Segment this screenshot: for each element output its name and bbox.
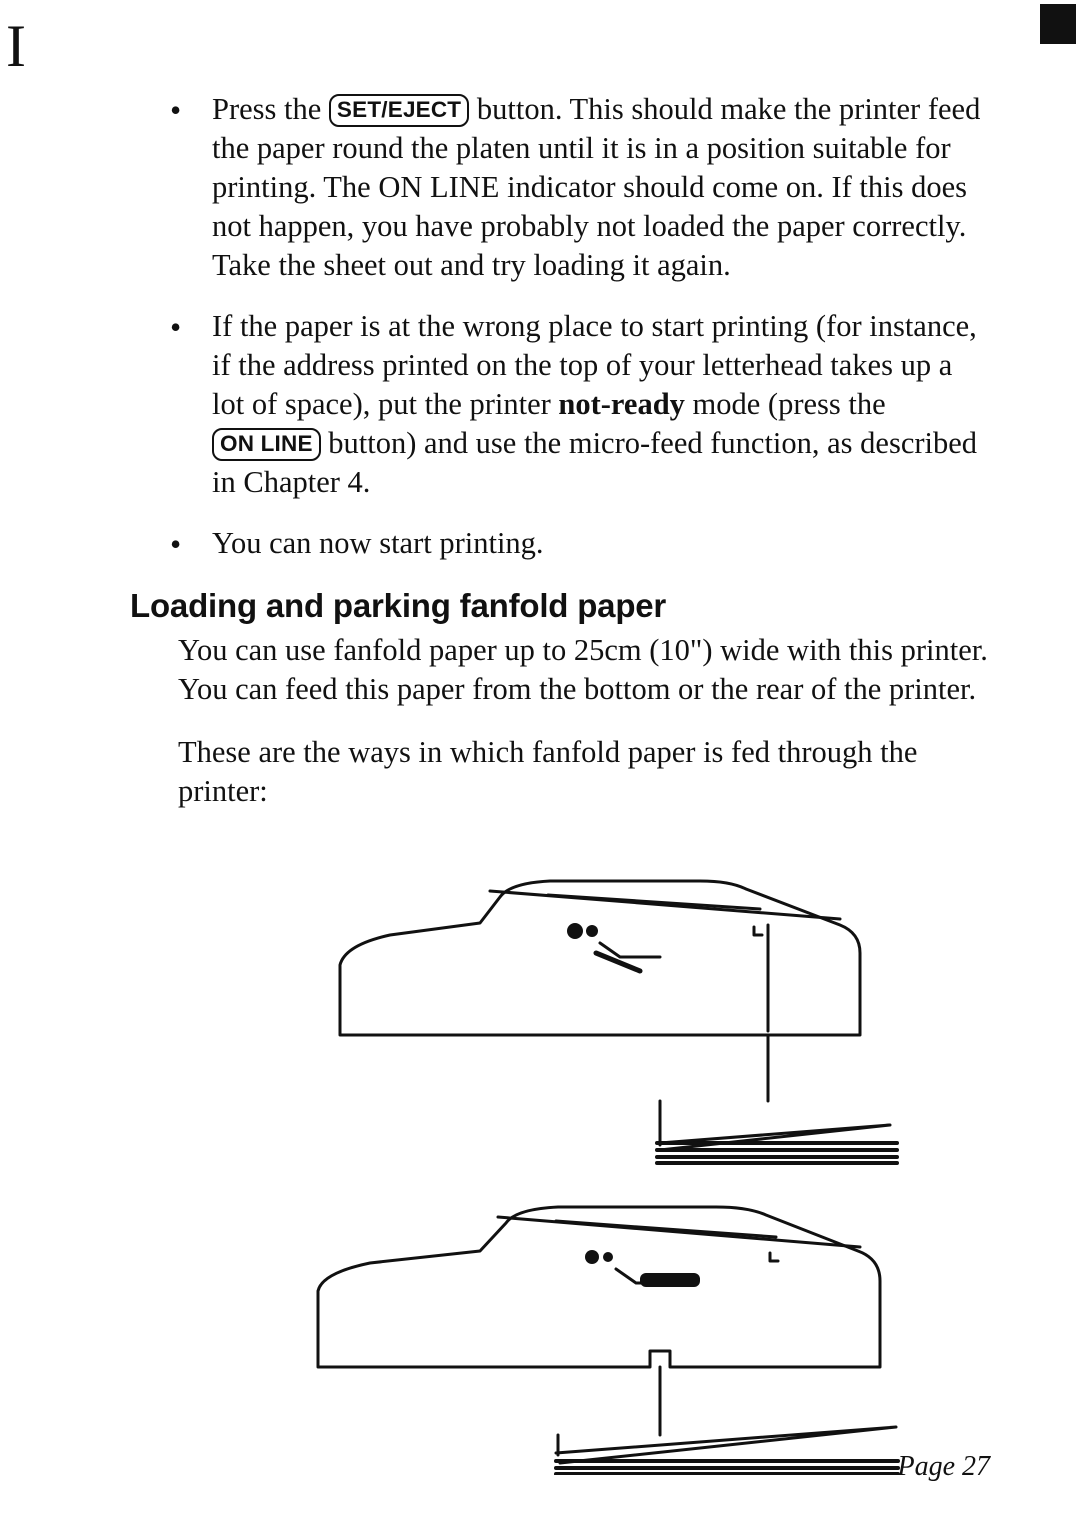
text: Press the — [212, 92, 329, 126]
list-item: Press the SET/EJECT button. This should … — [170, 90, 990, 285]
paragraph: You can use fanfold paper up to 25cm (10… — [178, 631, 990, 709]
page-number: Page 27 — [897, 1451, 990, 1483]
list-item: If the paper is at the wrong place to st… — [170, 307, 990, 502]
scan-mark-left: I — [6, 12, 26, 81]
figure-paper-feed — [300, 835, 990, 1480]
set-eject-button-label: SET/EJECT — [329, 94, 469, 127]
on-line-button-label: ON LINE — [212, 428, 321, 461]
instruction-list: Press the SET/EJECT button. This should … — [170, 90, 990, 563]
text: mode (press the — [685, 387, 886, 421]
list-item: You can now start printing. — [170, 524, 990, 563]
text: button) and use the micro-feed function,… — [212, 426, 977, 499]
bold-text: not-ready — [558, 387, 685, 421]
section-heading: Loading and parking fanfold paper — [130, 587, 990, 625]
text: You can now start printing. — [212, 526, 544, 560]
scan-mark-topright — [1040, 4, 1076, 44]
paragraph: These are the ways in which fanfold pape… — [178, 733, 990, 811]
